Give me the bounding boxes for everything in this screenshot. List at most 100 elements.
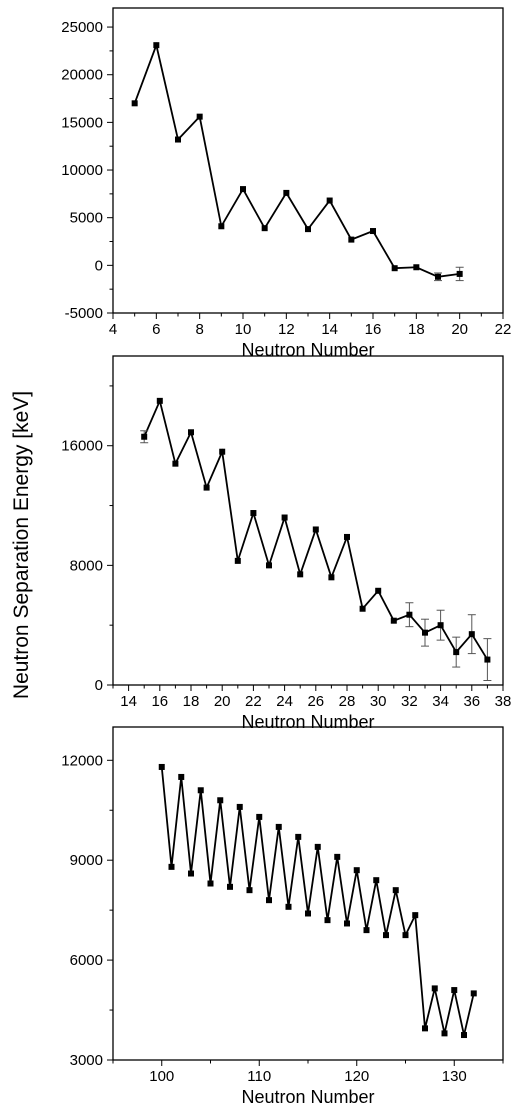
x-tick-label: 26 [307, 693, 324, 710]
y-tick-label: 5000 [70, 210, 103, 227]
x-tick-label: 120 [344, 1068, 369, 1085]
data-point [196, 113, 203, 120]
x-tick-label: 12 [278, 321, 295, 338]
data-point [246, 887, 253, 894]
data-point [431, 985, 438, 992]
x-tick-label: 20 [214, 693, 231, 710]
data-point [172, 460, 179, 467]
x-tick-label: 36 [463, 693, 480, 710]
x-tick-label: 6 [152, 321, 160, 338]
data-point [141, 433, 148, 440]
data-point [422, 1025, 428, 1032]
x-tick-label: 22 [245, 693, 262, 710]
data-point [353, 867, 360, 874]
data-point [188, 429, 194, 436]
x-tick-label: 22 [495, 321, 512, 338]
chart-panel-3: 100 110 120 130 3000 6000 9000 12000 Neutron Num… [61, 726, 504, 1107]
data-point [314, 843, 321, 850]
plot-frame [112, 7, 504, 314]
data-point [158, 763, 165, 770]
y-tick-label: -5000 [65, 305, 103, 322]
data-point [168, 863, 175, 870]
x-tick-label: 16 [151, 693, 168, 710]
y-tick-label: 25000 [61, 19, 103, 36]
data-point [441, 1030, 448, 1037]
x-tick-label: 14 [321, 321, 338, 338]
y-tick-label: 16000 [61, 438, 103, 455]
data-point [281, 514, 288, 521]
x-tick-label: 4 [109, 321, 117, 338]
data-point [297, 571, 304, 578]
data-point [363, 927, 370, 934]
x-tick-label: 32 [401, 693, 418, 710]
data-point [413, 264, 420, 271]
data-point [334, 853, 341, 860]
data-point [390, 617, 397, 624]
x-tick-label: 24 [276, 693, 293, 710]
data-point [295, 833, 302, 840]
plot-frame [112, 726, 504, 1061]
x-axis-label: Neutron Number [241, 1087, 374, 1107]
y-tick-label: 20000 [61, 67, 103, 84]
data-point [344, 533, 350, 540]
data-point [234, 557, 241, 564]
x-tick-label: 38 [495, 693, 512, 710]
data-point [402, 932, 409, 939]
data-point [175, 136, 181, 143]
data-point [207, 880, 214, 887]
x-tick-label: 28 [339, 693, 356, 710]
data-point [266, 562, 272, 569]
data-point [219, 448, 226, 455]
x-tick-label: 130 [442, 1068, 467, 1085]
data-point [412, 912, 419, 919]
data-point [250, 510, 257, 517]
y-axis-label: Neutron Separation Energy [keV] [10, 391, 33, 699]
data-point [305, 226, 311, 233]
x-axis-label: Neutron Number [241, 340, 374, 360]
x-tick-label: 8 [195, 321, 203, 338]
data-point [275, 823, 282, 830]
y-tick-label: 8000 [70, 557, 103, 574]
data-point [131, 100, 138, 107]
y-tick-label: 15000 [61, 114, 103, 131]
data-point [261, 225, 268, 232]
data-point [451, 987, 458, 994]
data-point [203, 484, 210, 491]
x-tick-label: 10 [235, 321, 252, 338]
data-point [406, 611, 413, 618]
y-tick-label: 0 [95, 677, 103, 694]
y-tick-label: 3000 [70, 1052, 103, 1069]
data-point [348, 236, 355, 243]
x-tick-label: 110 [247, 1068, 271, 1085]
data-point [383, 932, 389, 939]
data-point [305, 910, 311, 917]
y-tick-label: 10000 [61, 162, 103, 179]
data-point [468, 631, 475, 638]
data-point [218, 223, 225, 230]
plot-frame [112, 355, 504, 686]
data-point [240, 186, 246, 193]
data-point [461, 1032, 467, 1039]
data-point [217, 797, 224, 804]
data-point [227, 883, 233, 890]
data-point [256, 813, 263, 820]
data-point [283, 189, 290, 196]
data-point [435, 273, 441, 280]
data-point [324, 917, 331, 924]
x-axis-label: Neutron Number [241, 712, 374, 732]
x-tick-label: 34 [432, 693, 449, 710]
x-tick-label: 20 [451, 321, 468, 338]
data-point [470, 990, 477, 997]
data-point [266, 897, 272, 904]
x-tick-label: 18 [408, 321, 425, 338]
data-point [484, 656, 491, 663]
data-point [153, 42, 160, 49]
data-point [391, 265, 398, 272]
data-point [236, 803, 243, 810]
data-point [312, 526, 319, 533]
data-point [375, 587, 382, 594]
data-point [178, 773, 185, 780]
x-tick-label: 100 [149, 1068, 174, 1085]
data-point [456, 270, 463, 277]
